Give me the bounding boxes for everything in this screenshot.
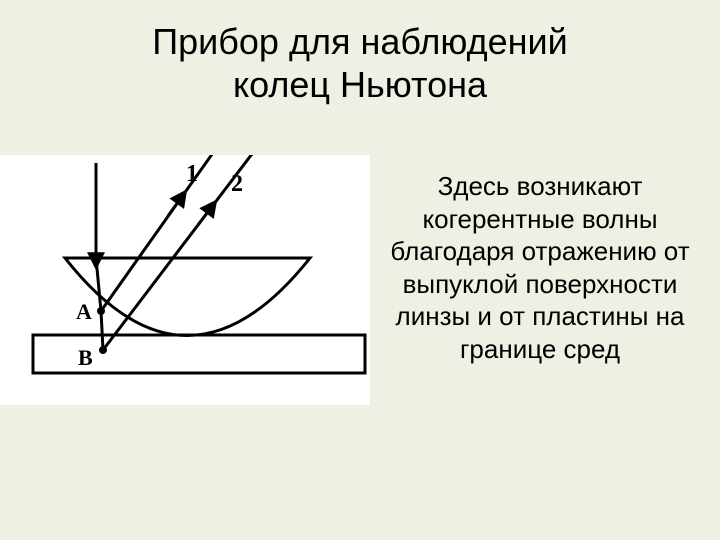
label-B: B <box>78 345 93 370</box>
body-text: Здесь возникают когерентные волны благод… <box>390 170 690 365</box>
slide-title: Прибор для наблюдений колец Ньютона <box>0 20 720 106</box>
reflected-ray-1-arrow <box>168 195 183 216</box>
label-ray-2: 2 <box>231 171 243 197</box>
incident-ray-inside <box>96 258 101 311</box>
reflected-ray-2-arrow <box>198 205 213 225</box>
ray-A-to-B <box>101 311 103 350</box>
title-line-1: Прибор для наблюдений <box>152 21 567 62</box>
label-A: A <box>76 299 92 324</box>
newton-rings-diagram: 1 2 A B <box>0 155 370 405</box>
point-B <box>99 346 107 354</box>
label-ray-1: 1 <box>186 161 198 187</box>
diagram-svg: 1 2 A B <box>0 155 370 405</box>
title-line-2: колец Ньютона <box>233 64 487 105</box>
slide: Прибор для наблюдений колец Ньютона <box>0 0 720 540</box>
point-A <box>97 307 105 315</box>
